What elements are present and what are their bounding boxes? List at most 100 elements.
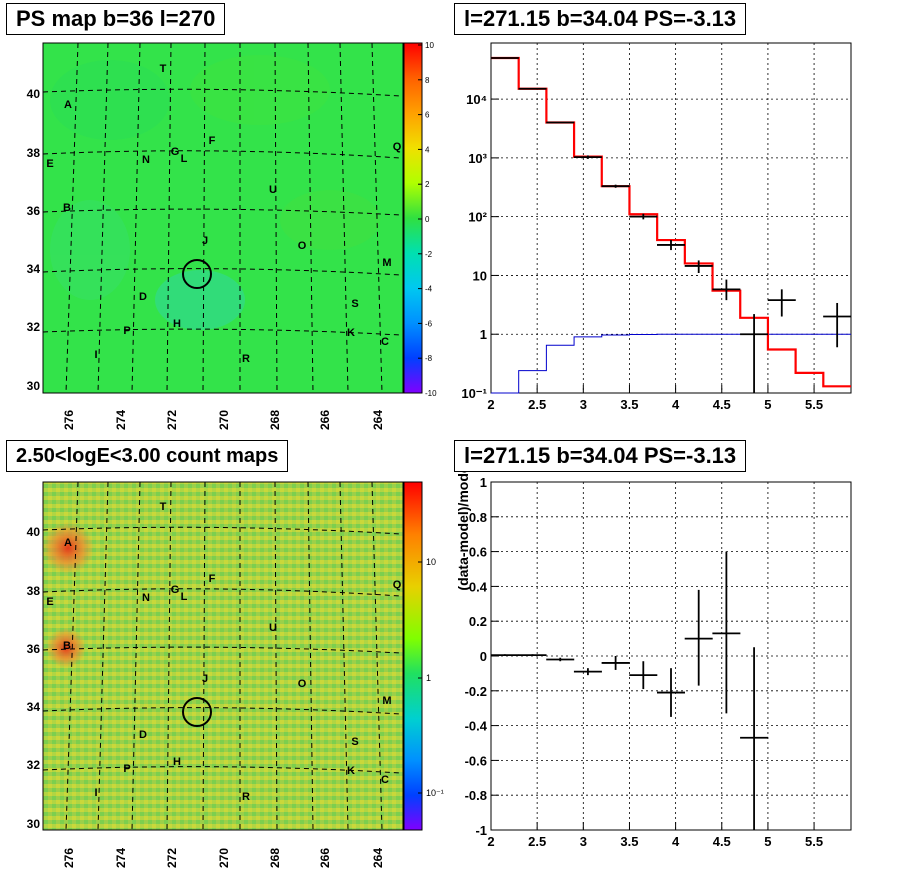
source-label: G [171, 584, 180, 596]
residual-title: l=271.15 b=34.04 PS=-3.13 [454, 440, 747, 472]
source-label: A [64, 537, 72, 549]
residual-point [684, 589, 713, 686]
map-y-tick-label: 30 [27, 379, 41, 393]
map-y-tick-label: 40 [27, 525, 41, 539]
count-map-y-ticks: 30 32 34 36 38 40 [27, 525, 41, 831]
ps-colorbar-tick-label: -2 [425, 250, 433, 259]
count-colorbar-tick-label: 1 [426, 673, 431, 683]
map-x-tick-label: 276 [62, 410, 76, 430]
data-point [657, 240, 685, 251]
map-x-tick-label: 274 [114, 848, 128, 868]
source-label: N [142, 592, 150, 604]
map-x-tick-label: 276 [62, 848, 76, 868]
source-label: I [94, 787, 97, 799]
residual-plot: 2 2.5 3 3.5 4 4.5 5 5.5 -1 -0.8 -0.6 -0.4 -0.2 0 0.2 0.… [455, 461, 852, 849]
ps-colorbar-tick-label: -6 [425, 319, 433, 328]
ps-colorbar-tick-label: 0 [425, 215, 430, 224]
residual-point [629, 661, 658, 690]
source-label: H [173, 756, 181, 768]
source-label: Q [393, 141, 402, 153]
y-tick-label: 0.8 [469, 510, 487, 525]
residual-point [518, 654, 547, 657]
map-x-tick-label: 272 [165, 410, 179, 430]
residual-point [657, 668, 685, 717]
ps-map-title: PS map b=36 l=270 [6, 3, 226, 35]
source-label: I [94, 349, 97, 361]
ps-map-y-ticks: 30 32 34 36 38 40 [27, 87, 41, 393]
residual-point [573, 668, 602, 676]
residual-point [601, 656, 630, 670]
y-tick-label: -0.8 [465, 788, 487, 803]
ps-map-x-ticks: 276 274 272 270 268 266 264 [62, 410, 385, 430]
source-label: T [160, 501, 167, 513]
data-point [712, 279, 741, 301]
source-label: D [139, 291, 147, 303]
x-tick-label: 4.5 [713, 397, 731, 412]
count-map-circle [182, 697, 212, 727]
map-y-tick-label: 32 [27, 320, 41, 334]
map-y-tick-label: 36 [27, 642, 41, 656]
ps-colorbar-ticks: 10 8 6 4 2 0 -2 -4 -6 -8 -10 [418, 41, 437, 398]
ps-colorbar-tick-label: 8 [425, 76, 430, 85]
y-tick-label: 10² [468, 210, 487, 225]
source-label: K [347, 327, 355, 339]
map-x-tick-label: 272 [165, 848, 179, 868]
y-tick-label: -1 [475, 823, 487, 838]
source-label: S [351, 736, 358, 748]
residual-point [712, 551, 741, 714]
x-tick-label: 4 [672, 834, 680, 849]
ps-map-source-labels: T A E G F N L Q B U J O M D S H P K C I R [46, 63, 401, 365]
ps-map-grid [42, 42, 401, 394]
y-tick-label: -0.6 [465, 753, 487, 768]
x-tick-label: 3 [580, 397, 587, 412]
data-point [601, 184, 630, 188]
map-y-tick-label: 34 [27, 262, 41, 276]
map-y-tick-label: 36 [27, 204, 41, 218]
y-tick-label: 0.2 [469, 614, 487, 629]
map-x-tick-label: 264 [371, 410, 385, 430]
x-tick-label: 3.5 [620, 834, 638, 849]
count-map-title: 2.50<logE<3.00 count maps [6, 440, 289, 472]
count-colorbar [403, 481, 423, 831]
source-label: B [63, 640, 71, 652]
map-y-tick-label: 38 [27, 584, 41, 598]
source-label: L [181, 591, 188, 603]
x-tick-label: 2.5 [528, 397, 546, 412]
source-label: B [63, 202, 71, 214]
source-label: R [242, 353, 250, 365]
ps-colorbar-tick-label: 6 [425, 111, 430, 120]
y-tick-label: -0.2 [465, 684, 487, 699]
count-map-grid [42, 481, 401, 831]
x-tick-label: 5.5 [805, 834, 823, 849]
x-tick-label: 2 [487, 397, 494, 412]
map-x-tick-label: 264 [371, 848, 385, 868]
ps-map-circle [182, 259, 212, 289]
x-tick-label: 5 [764, 834, 771, 849]
data-point [767, 289, 796, 317]
map-x-tick-label: 268 [268, 410, 282, 430]
map-x-tick-label: 270 [217, 410, 231, 430]
y-tick-label: 0 [480, 649, 487, 664]
source-label: L [181, 153, 188, 165]
source-label: E [46, 158, 53, 170]
x-tick-label: 3.5 [620, 397, 638, 412]
y-tick-label: 10 [473, 268, 487, 283]
map-x-tick-label: 266 [318, 410, 332, 430]
count-map-source-labels: T A E G F N L Q B U J O M D S H P K C I R [46, 501, 401, 803]
y-tick-label: 10⁴ [466, 92, 487, 107]
y-tick-label: 0.6 [469, 545, 487, 560]
y-tick-label: -0.4 [465, 719, 488, 734]
residual-point [740, 647, 769, 830]
x-tick-label: 2 [487, 834, 494, 849]
source-label: F [209, 135, 216, 147]
source-label: U [269, 622, 277, 634]
source-label: O [298, 240, 307, 252]
y-tick-label: 1 [480, 475, 487, 490]
map-x-tick-label: 268 [268, 848, 282, 868]
source-label: D [139, 729, 147, 741]
source-label: H [173, 318, 181, 330]
x-tick-label: 5 [764, 397, 771, 412]
source-label: G [171, 146, 180, 158]
map-x-tick-label: 270 [217, 848, 231, 868]
